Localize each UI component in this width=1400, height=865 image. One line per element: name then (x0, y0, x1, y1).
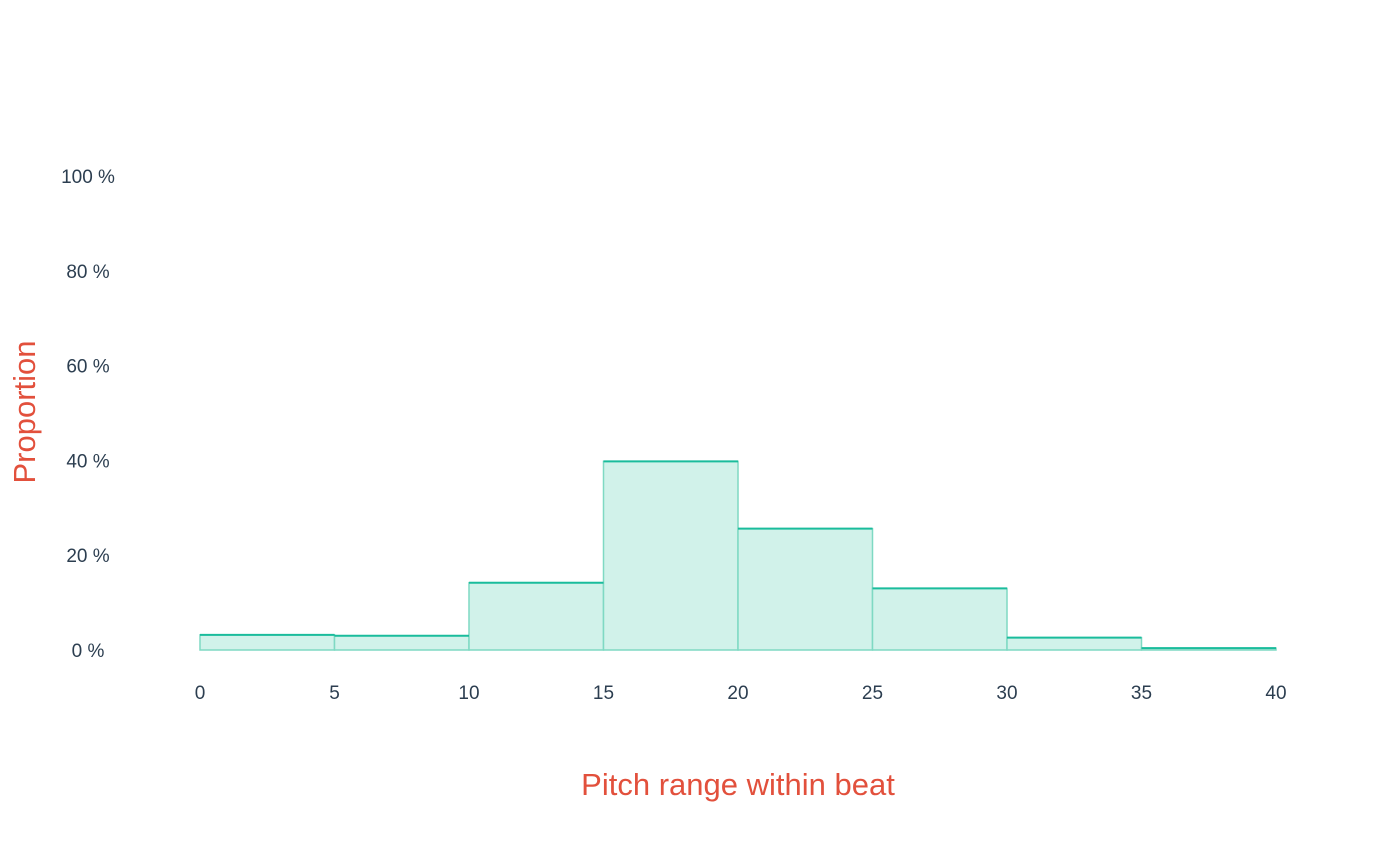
y-axis-ticks: 0 % 20 % 40 % 60 % 80 % 100 % (61, 167, 115, 662)
histogram-bar (468, 581, 605, 651)
x-tick-label: 10 (458, 683, 479, 704)
bar-tops-group (200, 460, 1276, 650)
x-tick-label: 15 (593, 683, 614, 704)
x-tick-label: 35 (1131, 683, 1152, 704)
y-tick-label: 0 % (72, 641, 105, 662)
x-axis-ticks: 0 5 10 15 20 25 30 35 40 (195, 683, 1287, 704)
y-tick-label: 20 % (66, 546, 109, 567)
histogram-bar (333, 635, 470, 651)
bars-group (199, 460, 1277, 651)
x-axis-title: Pitch range within beat (581, 767, 895, 802)
histogram-bar (737, 527, 874, 651)
x-tick-label: 25 (862, 683, 883, 704)
x-tick-label: 5 (329, 683, 340, 704)
x-tick-label: 0 (195, 683, 206, 704)
x-tick-label: 40 (1265, 683, 1286, 704)
histogram-bar (871, 587, 1008, 651)
x-tick-label: 20 (727, 683, 748, 704)
histogram-bar (602, 460, 739, 651)
y-tick-label: 80 % (66, 262, 109, 283)
y-tick-label: 40 % (66, 451, 109, 472)
y-tick-label: 60 % (66, 357, 109, 378)
y-tick-label: 100 % (61, 167, 115, 188)
histogram-bar (1006, 636, 1143, 651)
x-tick-label: 30 (996, 683, 1017, 704)
y-axis-title: Proportion (7, 340, 42, 483)
histogram-bar (199, 634, 336, 651)
